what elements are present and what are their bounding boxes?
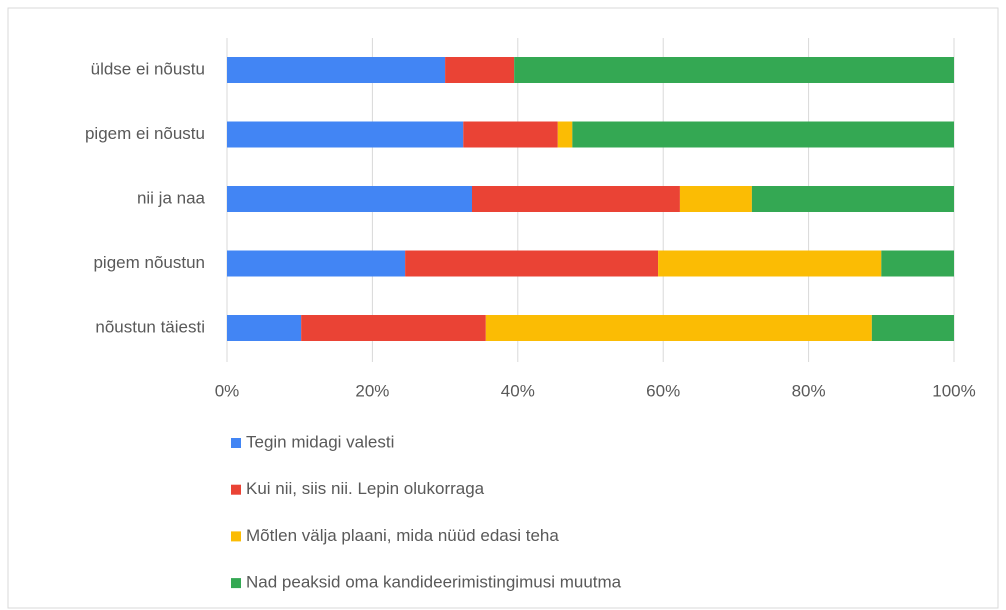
bar-segment (227, 250, 406, 277)
x-tick-label: 100% (932, 381, 975, 400)
legend-swatch (231, 438, 241, 448)
bar-segment (871, 315, 954, 341)
bar-segment (227, 121, 464, 148)
bar-segment (301, 315, 486, 341)
y-tick-label: nõustun täiesti (95, 317, 205, 336)
legend-swatch (231, 578, 241, 589)
bar-segment (227, 315, 302, 341)
bar-segment (751, 186, 954, 212)
x-tick-label: 40% (501, 381, 535, 400)
bar-segment (557, 121, 573, 148)
bar-segment (679, 186, 752, 212)
legend-swatch (231, 484, 241, 495)
chart-frame (7, 7, 999, 609)
bar-segment (471, 186, 680, 212)
y-tick-label: pigem ei nõustu (85, 124, 205, 143)
legend-swatch (231, 531, 241, 542)
y-tick-label: pigem nõustun (93, 253, 205, 272)
legend-label: Tegin midagi valesti (246, 432, 394, 451)
bar-segment (572, 121, 954, 148)
y-tick-label: nii ja naa (137, 188, 206, 207)
x-tick-label: 20% (355, 381, 389, 400)
legend-label: Nad peaksid oma kandideerimistingimusi m… (246, 573, 622, 592)
bar-segment (227, 57, 446, 83)
bar-segment (227, 186, 472, 212)
x-tick-label: 80% (792, 381, 826, 400)
bar-segment (514, 57, 954, 83)
x-tick-label: 60% (646, 381, 680, 400)
bar-segment (445, 57, 515, 83)
legend-label: Mõtlen välja plaani, mida nüüd edasi teh… (246, 526, 559, 545)
bar-segment (658, 250, 882, 277)
y-tick-label: üldse ei nõustu (91, 59, 205, 78)
legend-label: Kui nii, siis nii. Lepin olukorraga (246, 479, 485, 498)
bar-segment (405, 250, 659, 277)
bar-segment (881, 250, 954, 277)
x-tick-label: 0% (215, 381, 240, 400)
bar-segment (485, 315, 872, 341)
bar-segment (463, 121, 558, 148)
